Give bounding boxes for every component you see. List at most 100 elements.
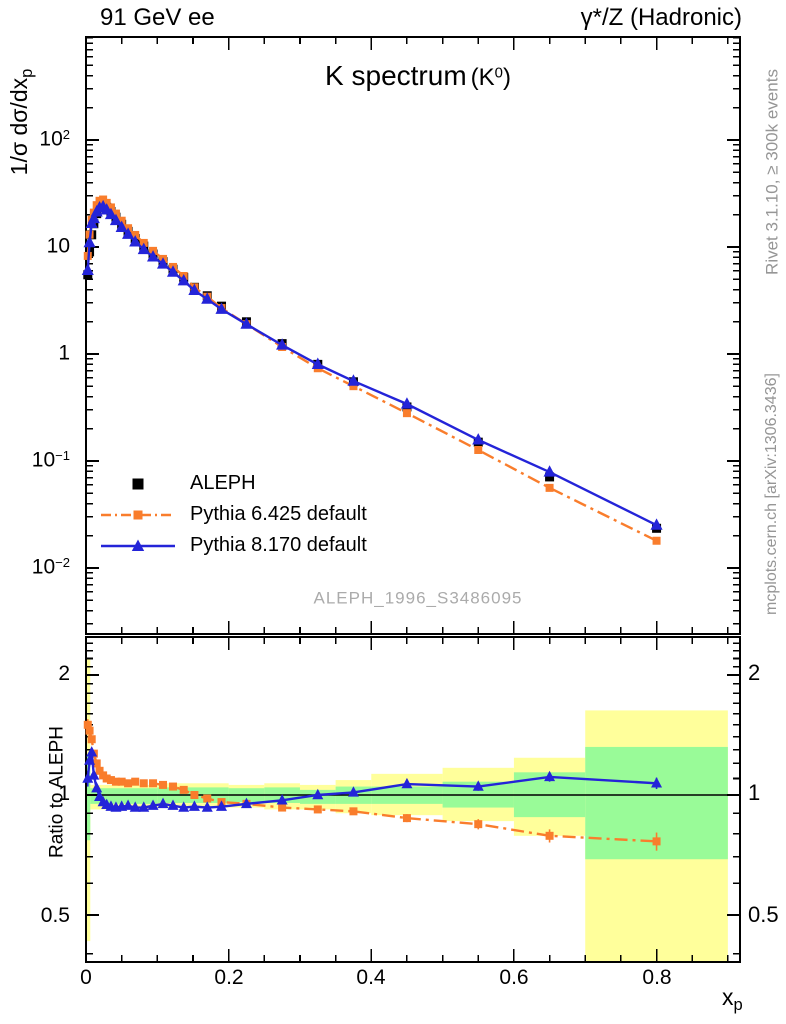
pythia6-ratio-point	[139, 779, 148, 788]
pythia8-ratio-point	[472, 780, 484, 791]
pythia6-ratio-point	[169, 782, 178, 791]
pythia8-data-point	[109, 213, 123, 226]
pythia8-ratio-point	[157, 797, 169, 809]
pythia8-data-point	[201, 292, 214, 304]
pythia6-ratio-point	[106, 776, 115, 785]
ratio-tick-label: 1	[58, 782, 70, 805]
green-band	[86, 756, 91, 841]
pythia6-data-point	[545, 483, 554, 492]
pythia8-ratio-point	[167, 799, 179, 810]
pythia8-data-point	[311, 357, 324, 369]
pythia8-ratio-point	[201, 801, 213, 812]
pythia6-ratio-point	[149, 779, 158, 788]
pythia8-data-point	[188, 283, 201, 296]
pythia6-data-point	[131, 230, 140, 239]
legend-label: ALEPH	[190, 472, 256, 494]
pythia6-ratio-point	[313, 805, 322, 814]
pythia8-ratio-point	[147, 799, 159, 810]
pythia8-ratio-point	[188, 800, 200, 811]
pythia6-data-point	[111, 209, 120, 218]
pythia8-ratio-point	[651, 777, 663, 788]
pythia6-data-point	[652, 536, 661, 545]
header-beam-energy: 91 GeV ee	[100, 4, 215, 31]
pythia8-data-point	[650, 518, 663, 530]
pythia6-data-point	[474, 445, 483, 454]
pythia6-ratio-point	[83, 720, 92, 729]
pythia6-ratio-point	[349, 807, 358, 816]
pythia6-data-point	[102, 198, 111, 207]
pythia8-ratio-point	[122, 799, 134, 810]
pythia8-ratio-point	[138, 801, 150, 812]
pythia8-data-point	[215, 302, 228, 314]
pythia8-data-point	[83, 235, 96, 248]
analysis-watermark: ALEPH_1996_S3486095	[313, 588, 523, 608]
pythia6-ratio-point	[124, 779, 133, 788]
pythia8-data-point	[543, 465, 556, 477]
pythia8-ratio-point	[91, 782, 103, 793]
legend-label: Pythia 8.170 default	[190, 534, 367, 556]
pythia8-data-point	[156, 257, 170, 269]
y-tick-label: 10−1	[31, 448, 70, 472]
pythia6-ratio-point	[652, 837, 661, 846]
pythia6-dashdot-square-icon	[101, 510, 175, 519]
pythia6-ratio-point	[402, 814, 411, 823]
pythia8-ratio-point	[178, 801, 190, 812]
legend-entry-pythia6: Pythia 6.425 default	[98, 499, 367, 530]
panel-frames	[85, 36, 741, 963]
pythia6-ratio-point	[111, 777, 120, 786]
aleph-square-marker-icon	[132, 478, 144, 489]
pythia8-line-triangle-icon	[101, 539, 175, 551]
ratio-panel-frame	[85, 636, 741, 963]
ratio-tick-label-right: 0.5	[748, 902, 779, 927]
pythia8-data-point	[104, 207, 118, 220]
pythia8-data-point	[129, 235, 142, 247]
mcplots-arxiv-credit: mcplots.cern.ch [arXiv:1306.3436]	[763, 373, 780, 615]
ratio-pythia8	[82, 746, 663, 812]
pythia6-ratio-point	[95, 766, 104, 775]
pythia8-ratio-point	[88, 769, 100, 780]
pythia8-data-point	[276, 338, 289, 350]
pythia8-ratio-point	[312, 788, 324, 800]
legend-entry-aleph: ALEPH	[98, 468, 367, 499]
pythia8-ratio-point	[276, 794, 288, 805]
pythia8-data-point	[240, 317, 253, 329]
pythia6-ratio-point	[159, 780, 168, 789]
pythia8-data-point	[122, 227, 135, 239]
ratio-tick-label: 2	[58, 662, 70, 685]
pythia8-data-point	[146, 250, 160, 262]
pythia6-ratio-point	[85, 726, 94, 735]
pythia6-ratio-point	[203, 794, 212, 803]
pythia8-data-point	[347, 374, 360, 386]
pythia6-ratio-point	[131, 777, 140, 786]
pythia6-data-point	[106, 203, 115, 212]
pythia6-ratio-point	[117, 777, 126, 786]
y-tick-label: 10	[46, 234, 70, 258]
pythia6-ratio-point	[92, 759, 101, 768]
pythia6-ratio-point	[190, 791, 199, 799]
ratio-tick-label-right: 2	[748, 660, 761, 685]
pythia6-ratio-point	[278, 803, 287, 812]
rivet-version-credit: Rivet 3.1.10, ≥ 300k events	[762, 69, 782, 275]
ratio-tick-label: 0.5	[40, 904, 70, 927]
top-panel-frame	[85, 36, 741, 635]
pythia6-ratio-point	[179, 785, 188, 794]
pythia8-ratio-point	[84, 754, 96, 765]
pythia6-data-point	[402, 409, 411, 418]
ratio-pythia6	[83, 719, 661, 851]
x-tick-label: 0.6	[499, 966, 529, 989]
pythia6-ratio-point	[545, 831, 554, 840]
pythia8-ratio-point	[129, 801, 141, 812]
top-panel-y-tick-labels: 102 10 1 10−1 10−2	[0, 0, 78, 1024]
pythia8-ratio-point	[216, 800, 228, 811]
x-tick-label: 0.2	[214, 966, 244, 989]
page-title: K spectrum (K0)	[325, 60, 511, 91]
pythia8-data-point	[81, 263, 94, 275]
ratio-tick-label-right: 1	[748, 780, 761, 805]
y-tick-label: 102	[39, 127, 70, 151]
y-tick-label: 10−2	[31, 555, 70, 579]
pythia8-ratio-point	[347, 786, 359, 797]
series-pythia8	[81, 199, 663, 530]
x-axis-title: xp	[722, 984, 743, 1014]
